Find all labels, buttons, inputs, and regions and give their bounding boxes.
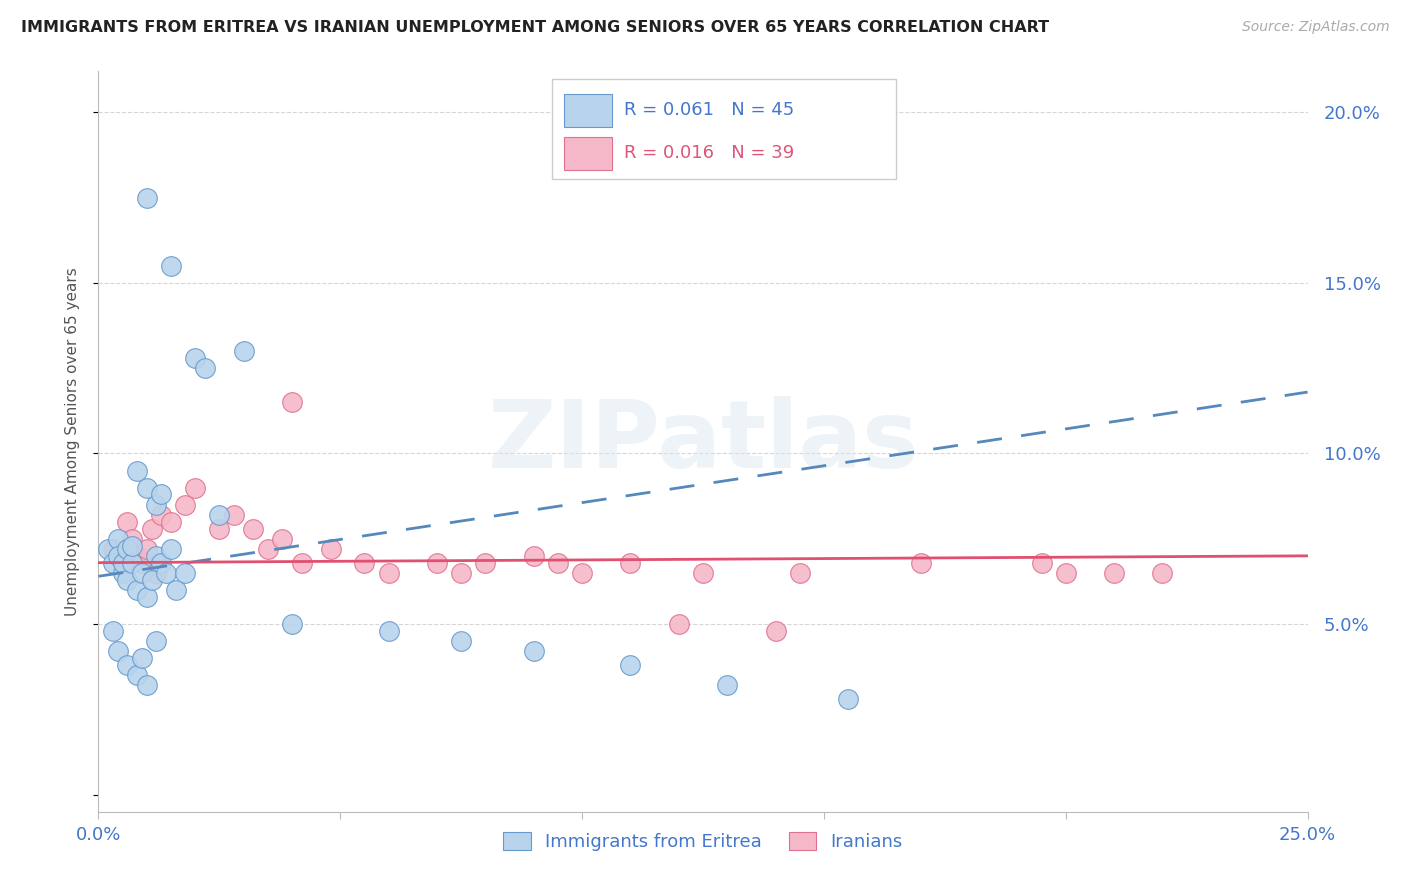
Point bbox=[160, 515, 183, 529]
Point bbox=[150, 508, 173, 522]
Point bbox=[145, 566, 167, 580]
Point bbox=[121, 532, 143, 546]
Point bbox=[165, 582, 187, 597]
Point bbox=[184, 351, 207, 365]
Text: IMMIGRANTS FROM ERITREA VS IRANIAN UNEMPLOYMENT AMONG SENIORS OVER 65 YEARS CORR: IMMIGRANTS FROM ERITREA VS IRANIAN UNEMP… bbox=[21, 20, 1049, 35]
Legend: Immigrants from Eritrea, Iranians: Immigrants from Eritrea, Iranians bbox=[496, 824, 910, 858]
Point bbox=[668, 617, 690, 632]
Point bbox=[135, 678, 157, 692]
Point bbox=[450, 566, 472, 580]
Point bbox=[131, 651, 153, 665]
Point bbox=[121, 556, 143, 570]
Point bbox=[789, 566, 811, 580]
Point bbox=[619, 556, 641, 570]
Point bbox=[101, 556, 124, 570]
Point bbox=[353, 556, 375, 570]
Point bbox=[145, 549, 167, 563]
Point bbox=[523, 644, 546, 658]
Point bbox=[107, 549, 129, 563]
Point bbox=[184, 481, 207, 495]
Point bbox=[571, 566, 593, 580]
Point bbox=[141, 522, 163, 536]
Point bbox=[97, 541, 120, 556]
Point bbox=[281, 395, 304, 409]
FancyBboxPatch shape bbox=[551, 78, 897, 178]
Point bbox=[716, 678, 738, 692]
FancyBboxPatch shape bbox=[564, 94, 613, 127]
Y-axis label: Unemployment Among Seniors over 65 years: Unemployment Among Seniors over 65 years bbox=[65, 268, 80, 615]
Point bbox=[450, 634, 472, 648]
Point bbox=[222, 508, 245, 522]
Point bbox=[174, 498, 197, 512]
Point bbox=[160, 259, 183, 273]
Point bbox=[107, 532, 129, 546]
Point bbox=[127, 582, 149, 597]
Point bbox=[174, 566, 197, 580]
Point bbox=[145, 634, 167, 648]
Point bbox=[117, 541, 139, 556]
Point bbox=[117, 573, 139, 587]
Point bbox=[145, 498, 167, 512]
Point bbox=[1152, 566, 1174, 580]
Point bbox=[127, 464, 149, 478]
Point bbox=[141, 573, 163, 587]
Point bbox=[290, 556, 312, 570]
Point bbox=[155, 566, 177, 580]
Point bbox=[127, 668, 149, 682]
Point bbox=[111, 556, 134, 570]
Point bbox=[692, 566, 714, 580]
Point bbox=[101, 624, 124, 638]
Point bbox=[150, 556, 173, 570]
Text: R = 0.016   N = 39: R = 0.016 N = 39 bbox=[624, 144, 794, 161]
FancyBboxPatch shape bbox=[564, 136, 613, 169]
Point bbox=[127, 549, 149, 563]
Point bbox=[1031, 556, 1053, 570]
Point bbox=[377, 624, 399, 638]
Point bbox=[101, 541, 124, 556]
Point bbox=[271, 532, 294, 546]
Point bbox=[619, 658, 641, 673]
Point bbox=[107, 644, 129, 658]
Point bbox=[135, 590, 157, 604]
Point bbox=[150, 487, 173, 501]
Point bbox=[765, 624, 787, 638]
Point bbox=[547, 556, 569, 570]
Point bbox=[121, 539, 143, 553]
Point bbox=[208, 508, 231, 522]
Point bbox=[523, 549, 546, 563]
Point bbox=[160, 541, 183, 556]
Point bbox=[474, 556, 496, 570]
Text: R = 0.061   N = 45: R = 0.061 N = 45 bbox=[624, 101, 794, 119]
Point bbox=[242, 522, 264, 536]
Point bbox=[111, 566, 134, 580]
Point bbox=[194, 361, 217, 376]
Point bbox=[135, 541, 157, 556]
Point bbox=[131, 556, 153, 570]
Point bbox=[377, 566, 399, 580]
Point bbox=[232, 344, 254, 359]
Point bbox=[135, 481, 157, 495]
Point bbox=[256, 541, 278, 556]
Text: ZIPatlas: ZIPatlas bbox=[488, 395, 918, 488]
Point bbox=[111, 556, 134, 570]
Point bbox=[426, 556, 449, 570]
Point bbox=[131, 566, 153, 580]
Point bbox=[1054, 566, 1077, 580]
Point bbox=[1102, 566, 1125, 580]
Point bbox=[319, 541, 342, 556]
Point bbox=[117, 658, 139, 673]
Point bbox=[281, 617, 304, 632]
Text: Source: ZipAtlas.com: Source: ZipAtlas.com bbox=[1241, 20, 1389, 34]
Point bbox=[208, 522, 231, 536]
Point bbox=[837, 692, 859, 706]
Point bbox=[910, 556, 932, 570]
Point bbox=[135, 191, 157, 205]
Point bbox=[117, 515, 139, 529]
